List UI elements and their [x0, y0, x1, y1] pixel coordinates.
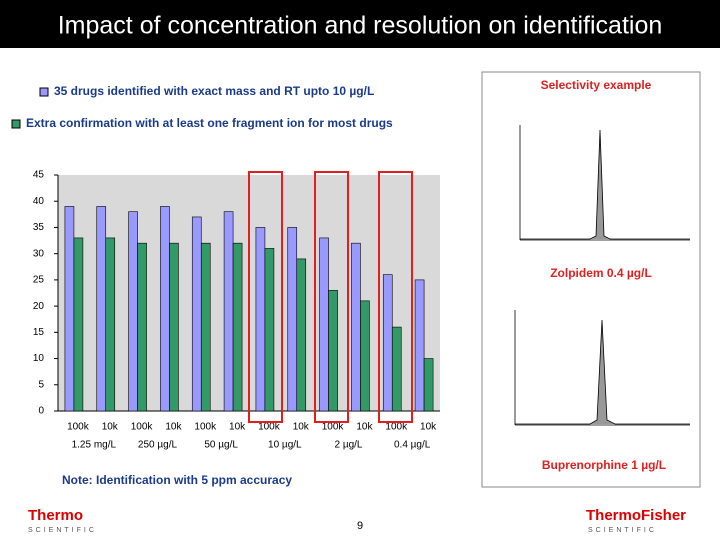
y-tick-label: 20 [33, 301, 45, 312]
highlight-box [314, 171, 349, 423]
logo: ThermoFisher [586, 507, 686, 524]
chromatogram-2 [514, 310, 690, 426]
bar [296, 258, 307, 412]
bar [351, 242, 361, 412]
y-tick-label: 10 [33, 353, 45, 364]
x-tick-label: 100k [322, 422, 345, 433]
bar [232, 242, 243, 412]
x-tick-label: 100k [258, 422, 281, 433]
x-tick-label: 10k [102, 422, 119, 433]
bar [255, 227, 266, 412]
legend-swatch [39, 87, 49, 97]
chromatogram-1 [519, 125, 690, 241]
x-tick-label: 10k [229, 422, 246, 433]
bar [391, 326, 402, 412]
x-tick-label: 100k [385, 422, 408, 433]
page-number: 9 [357, 520, 363, 532]
y-tick-label: 15 [33, 327, 45, 338]
bar [287, 227, 298, 412]
bar [223, 211, 234, 412]
slide-title: Impact of concentration and resolution o… [58, 12, 663, 40]
x-group-label: 50 µg/L [204, 440, 238, 451]
y-tick-label: 35 [33, 222, 45, 233]
bar [96, 206, 107, 412]
legend-label: Extra confirmation with at least one fra… [26, 116, 393, 130]
y-tick-label: 40 [33, 196, 45, 207]
bar [160, 206, 170, 412]
highlight-box [378, 171, 413, 423]
bar [73, 237, 84, 412]
x-tick-label: 10k [420, 422, 437, 433]
bar [137, 242, 147, 412]
bar [423, 358, 434, 412]
x-tick-label: 10k [165, 422, 182, 433]
x-tick-label: 100k [131, 422, 154, 433]
inset-label: Zolpidem 0.4 µg/L [550, 266, 652, 280]
bar [200, 242, 211, 412]
x-group-label: 10 µg/L [268, 440, 302, 451]
title-bar [0, 0, 720, 48]
bar [319, 237, 329, 412]
bar [328, 290, 338, 412]
bar [360, 300, 370, 412]
y-tick-label: 45 [33, 170, 45, 181]
bar [191, 216, 202, 412]
inset-frame [481, 71, 701, 488]
y-tick-label: 0 [38, 406, 44, 417]
x-tick-label: 100k [67, 422, 90, 433]
x-tick-label: 10k [293, 422, 310, 433]
bar [264, 248, 275, 412]
x-group-label: 0.4 µg/L [394, 440, 431, 451]
bar [128, 211, 138, 412]
legend-swatch [11, 119, 21, 129]
logo-sub: SCIENTIFIC [28, 527, 97, 534]
bar [414, 279, 425, 412]
bar [64, 206, 75, 412]
bar [169, 242, 179, 412]
inset-title: Selectivity example [541, 78, 652, 92]
inset-label: Buprenorphine 1 µg/L [542, 458, 666, 472]
logo: Thermo [28, 507, 83, 524]
x-group-label: 1.25 mg/L [72, 440, 117, 451]
y-tick-label: 5 [38, 379, 44, 390]
x-group-label: 2 µg/L [334, 440, 362, 451]
logo-sub: SCIENTIFIC [588, 527, 657, 534]
bar [105, 237, 116, 412]
x-group-label: 250 µg/L [138, 440, 178, 451]
x-tick-label: 100k [194, 422, 217, 433]
highlight-box [248, 171, 283, 423]
x-tick-label: 10k [356, 422, 373, 433]
legend-label: 35 drugs identified with exact mass and … [54, 84, 374, 98]
bar [382, 274, 393, 412]
note: Note: Identification with 5 ppm accuracy [62, 473, 292, 487]
y-tick-label: 25 [33, 275, 45, 286]
y-tick-label: 30 [33, 248, 45, 259]
